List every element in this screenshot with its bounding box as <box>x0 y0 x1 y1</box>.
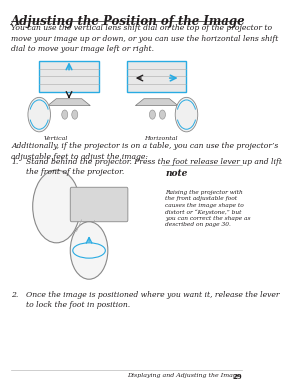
FancyBboxPatch shape <box>39 61 99 92</box>
FancyBboxPatch shape <box>70 187 128 222</box>
Text: 1.: 1. <box>11 158 19 166</box>
Text: note: note <box>165 169 188 178</box>
Circle shape <box>149 110 155 119</box>
Circle shape <box>33 170 80 243</box>
Text: Stand behind the projector. Press the foot release lever up and lift
the front o: Stand behind the projector. Press the fo… <box>26 158 282 176</box>
Text: Horizontal: Horizontal <box>144 136 178 141</box>
Circle shape <box>70 222 108 279</box>
Circle shape <box>72 110 78 119</box>
Circle shape <box>159 110 165 119</box>
Text: Adjusting the Position of the Image: Adjusting the Position of the Image <box>11 15 246 28</box>
Text: Additionally, if the projector is on a table, you can use the projector’s
adjust: Additionally, if the projector is on a t… <box>11 142 279 161</box>
Circle shape <box>28 97 50 132</box>
Text: You can use the vertical lens shift dial on the top of the projector to
move you: You can use the vertical lens shift dial… <box>11 24 279 53</box>
Text: Vertical: Vertical <box>44 136 68 141</box>
Text: 2.: 2. <box>11 291 19 299</box>
Text: Displaying and Adjusting the Image: Displaying and Adjusting the Image <box>127 373 240 378</box>
Text: Raising the projector with
the front adjustable foot
causes the image shape to
d: Raising the projector with the front adj… <box>165 190 251 227</box>
Circle shape <box>62 110 68 119</box>
Circle shape <box>175 97 198 132</box>
Text: 29: 29 <box>232 373 242 381</box>
Text: Once the image is positioned where you want it, release the lever
to lock the fo: Once the image is positioned where you w… <box>26 291 280 309</box>
FancyBboxPatch shape <box>127 61 187 92</box>
Polygon shape <box>135 99 178 106</box>
Polygon shape <box>48 99 90 106</box>
